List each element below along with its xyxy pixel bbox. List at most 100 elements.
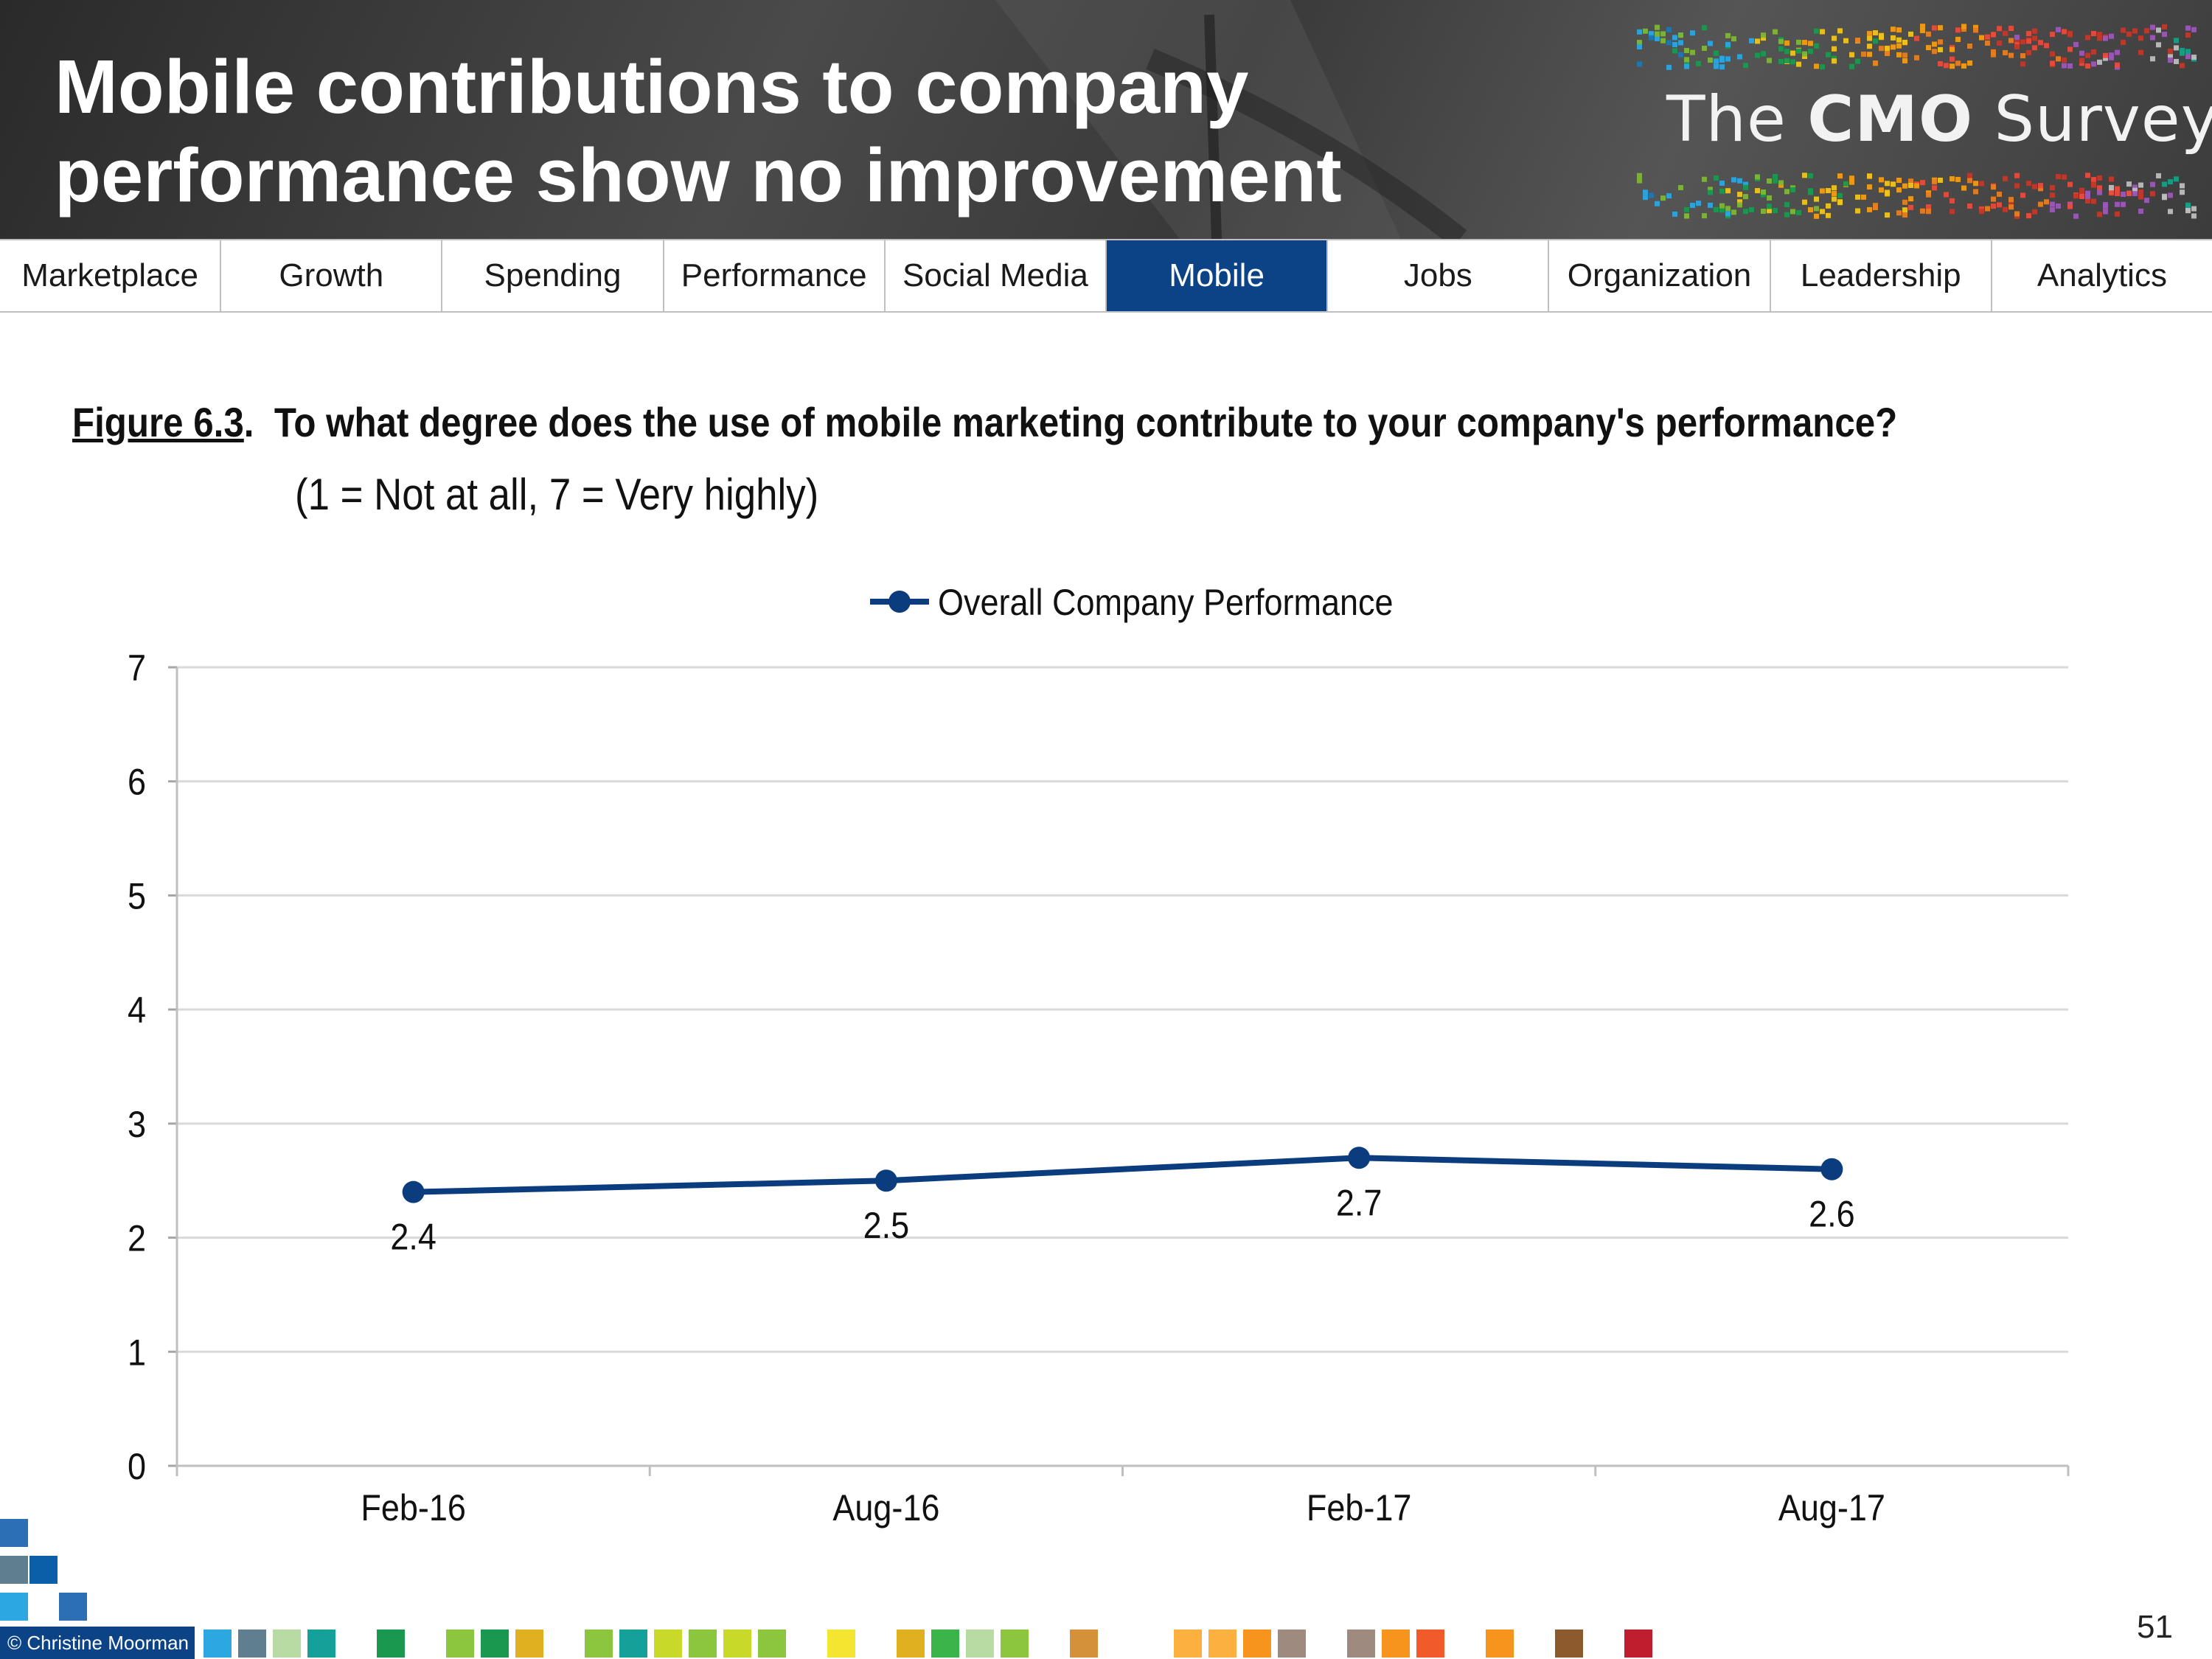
tab-spending[interactable]: Spending: [442, 240, 664, 311]
logo-pixel: [1808, 41, 1813, 46]
y-tick-label: 7: [128, 648, 146, 689]
logo-pixel: [1914, 183, 1919, 189]
logo-pixel: [1967, 178, 1972, 184]
logo-pixel: [1967, 173, 1972, 178]
logo-pixel: [2044, 199, 2049, 205]
footer-square: [827, 1630, 855, 1658]
logo-pixel: [1637, 44, 1642, 50]
logo-pixel: [2174, 58, 2179, 64]
logo-pixel: [2085, 35, 2090, 41]
figure-heading: Figure 6.3. To what degree does the use …: [72, 399, 1898, 445]
logo-pixel: [1737, 192, 1742, 198]
tab-marketplace[interactable]: Marketplace: [0, 240, 222, 311]
logo-pixel: [1891, 35, 1896, 41]
logo-pixel: [2067, 181, 2073, 187]
logo-pixel: [1832, 185, 1837, 191]
logo-pixel: [1950, 63, 1955, 69]
logo-pixel: [1826, 212, 1831, 218]
logo-pixel: [2150, 181, 2155, 187]
logo-pixel: [1920, 208, 1925, 214]
tab-growth[interactable]: Growth: [221, 240, 443, 311]
logo-pixel: [2144, 28, 2149, 34]
logo-pixel: [2132, 191, 2138, 197]
tab-jobs[interactable]: Jobs: [1328, 240, 1550, 311]
logo-pixel: [2126, 181, 2132, 187]
logo-pixel: [2050, 185, 2055, 191]
figure-question: To what degree does the use of mobile ma…: [274, 399, 1898, 445]
data-point: [1348, 1147, 1371, 1169]
logo-pixel: [2044, 43, 2049, 49]
logo-pixel: [2091, 31, 2096, 37]
logo-pixel: [1837, 28, 1843, 34]
logo-pixel: [1902, 212, 1907, 218]
logo-pixel: [2115, 49, 2120, 55]
logo-pixel: [2097, 59, 2102, 65]
series-line: [413, 1155, 1832, 1195]
logo-pixel: [1926, 209, 1931, 215]
logo-pixel: [2103, 52, 2108, 58]
logo-pixel: [1690, 49, 1695, 55]
logo-pixel: [1879, 177, 1884, 183]
corner-decoration: [0, 1519, 87, 1621]
logo-pixel: [2138, 182, 2143, 188]
tab-organization[interactable]: Organization: [1549, 240, 1771, 311]
corner-square: [0, 1556, 28, 1584]
logo-pixel: [2026, 49, 2031, 55]
logo-pixel: [1920, 27, 1925, 33]
logo-pixel: [1755, 174, 1760, 180]
tab-performance[interactable]: Performance: [664, 240, 886, 311]
logo-pixel: [1719, 180, 1725, 186]
logo-pixel: [1637, 178, 1642, 184]
tab-analytics[interactable]: Analytics: [2037, 257, 2167, 293]
logo-pixel: [2162, 195, 2167, 201]
logo-pixel: [1743, 194, 1748, 200]
logo-pixel: [1832, 190, 1837, 196]
logo-pixel: [2185, 208, 2191, 214]
tab-leadership[interactable]: Leadership: [1771, 240, 1992, 311]
data-point: [874, 1169, 897, 1192]
logo-pixel: [1926, 31, 1931, 37]
logo-pixel: [2091, 177, 2096, 183]
logo-pixel: [1702, 46, 1707, 52]
tab-mobile[interactable]: Mobile: [1107, 240, 1329, 311]
logo-pixel: [1784, 58, 1790, 63]
footer-square: [1382, 1630, 1410, 1658]
logo-pixel: [1879, 187, 1884, 193]
logo-pixel: [2038, 186, 2043, 192]
logo-pixel: [1991, 184, 1996, 190]
logo-pixel: [2185, 25, 2191, 31]
logo-pixel: [1920, 24, 1925, 29]
logo-pixel: [2032, 45, 2037, 51]
footer-square: [515, 1630, 543, 1658]
logo-pixel: [2056, 56, 2061, 62]
logo-pixel: [1767, 178, 1772, 184]
logo-pixel: [1655, 31, 1660, 37]
logo-pixel: [1814, 63, 1819, 69]
logo-pixel: [2191, 55, 2197, 60]
logo-pixel: [2062, 29, 2067, 35]
logo-pixel: [1997, 202, 2002, 208]
logo-pixel: [1908, 31, 1913, 37]
logo-pixel: [2109, 52, 2114, 58]
logo-pixel: [1719, 203, 1725, 209]
logo-pixel: [1855, 194, 1860, 200]
footer-square: [897, 1630, 925, 1658]
logo-pixel: [2067, 32, 2073, 38]
x-tick-label: Feb-16: [361, 1488, 466, 1529]
logo-pixel: [1749, 206, 1754, 212]
logo-pixel: [2138, 189, 2143, 195]
logo-pixel: [2144, 198, 2149, 204]
logo-pixel: [1867, 173, 1872, 179]
logo-pixel: [2003, 50, 2008, 56]
logo-pixel: [1719, 55, 1725, 61]
logo-pixel: [1950, 176, 1955, 182]
logo-pixel: [2103, 209, 2108, 215]
logo-pixel: [1731, 177, 1736, 183]
tab-social-media[interactable]: Social Media: [886, 240, 1107, 311]
logo-pixel: [2109, 190, 2114, 196]
logo-pixel: [1950, 56, 1955, 62]
logo-pixel: [1867, 35, 1872, 41]
logo-pixel: [1979, 35, 1984, 41]
logo-pixel: [1967, 60, 1972, 66]
logo-pixel: [1861, 194, 1866, 200]
